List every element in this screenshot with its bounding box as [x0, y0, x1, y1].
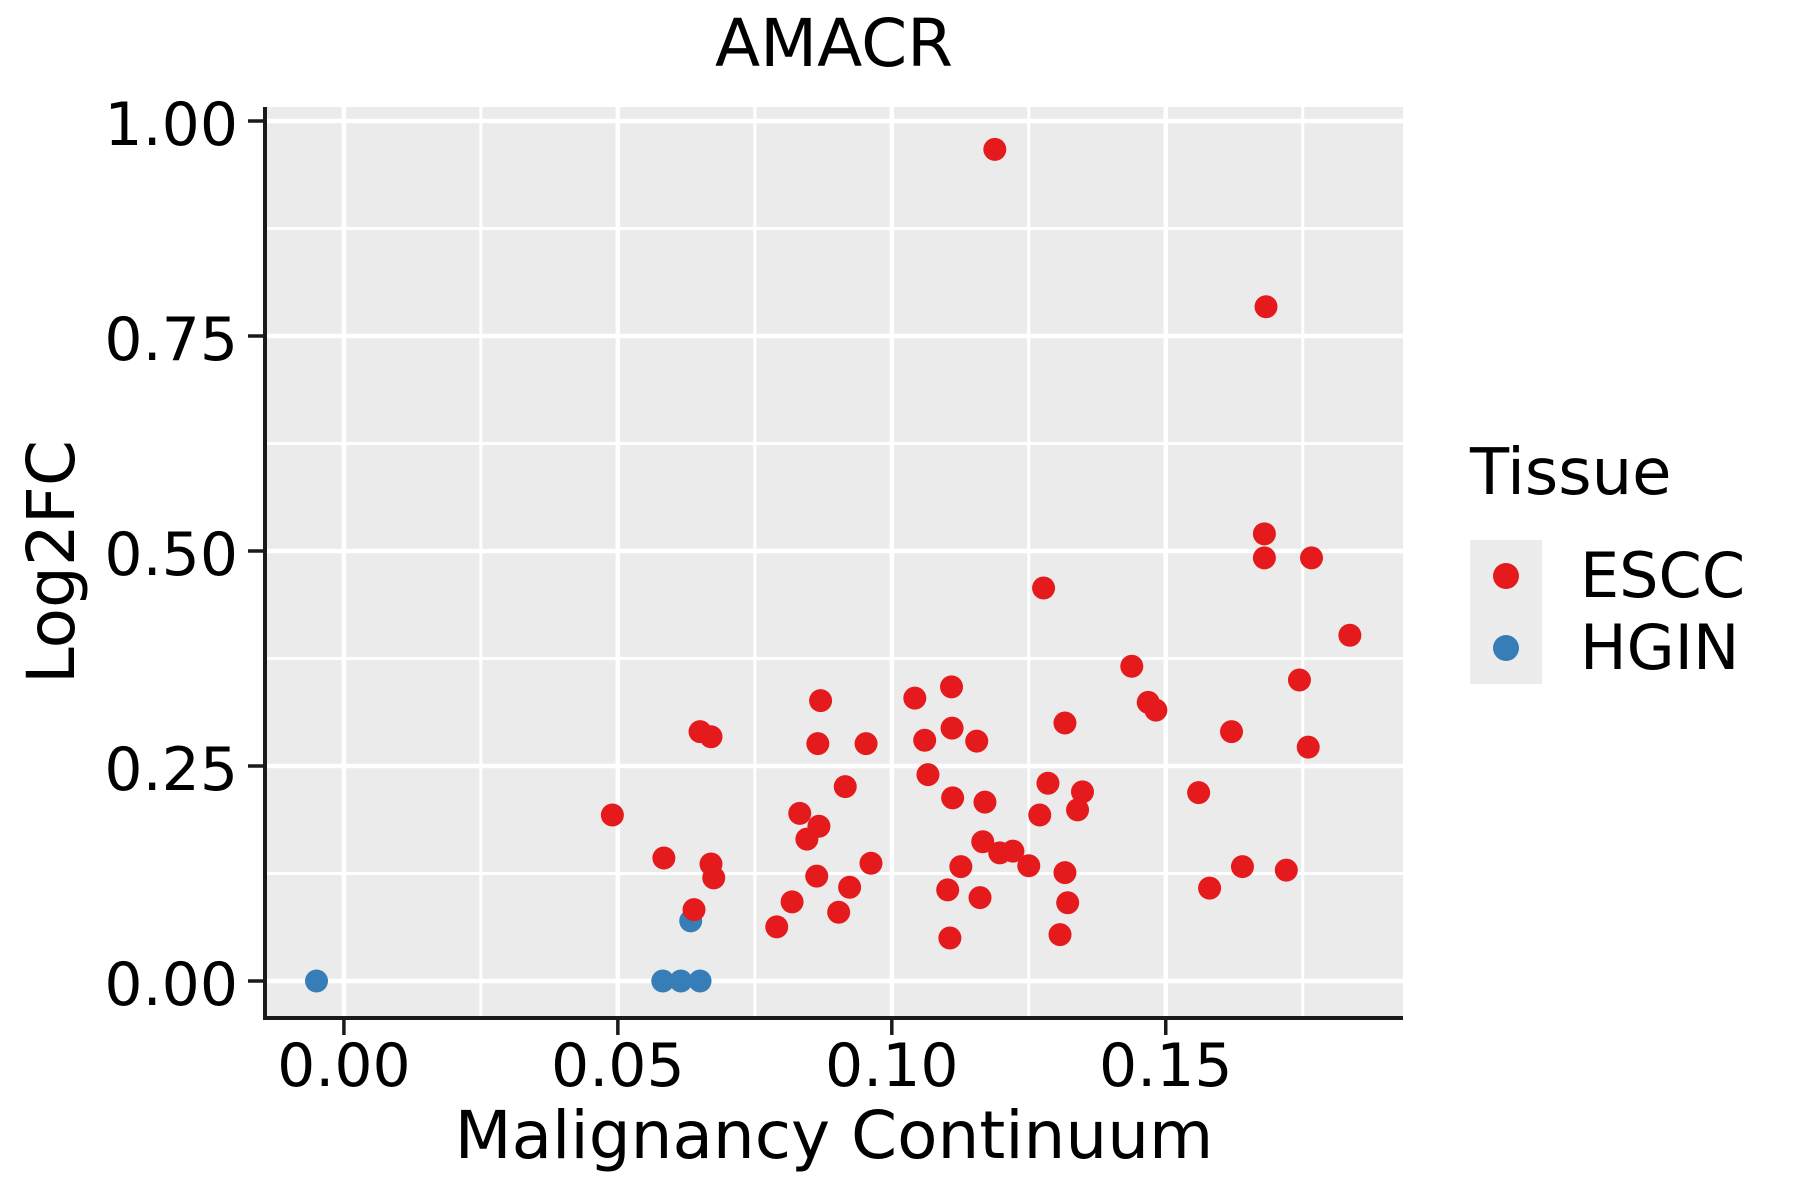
data-point-escc — [1252, 522, 1276, 546]
data-point-escc — [859, 851, 883, 875]
data-point-escc — [788, 801, 812, 825]
data-point-escc — [936, 878, 960, 902]
data-point-escc — [1274, 858, 1298, 882]
legend: Tissue ESCC HGIN — [1470, 441, 1745, 684]
data-point-escc — [795, 827, 819, 851]
y-axis-title: Log2FC — [13, 440, 90, 684]
data-point-escc — [780, 890, 804, 914]
data-point-escc — [806, 732, 830, 756]
data-point-escc — [600, 803, 624, 827]
x-tick-label: 0.05 — [551, 1031, 685, 1101]
hgin-dot-icon — [1493, 635, 1519, 661]
data-point-escc — [699, 725, 723, 749]
x-tick-label: 0.15 — [1098, 1031, 1233, 1101]
y-tick-label: 0.50 — [104, 520, 238, 591]
data-point-escc — [1001, 839, 1025, 863]
data-point-escc — [913, 728, 937, 752]
data-point-escc — [1198, 876, 1222, 900]
legend-keys: ESCC HGIN — [1470, 540, 1745, 684]
data-point-escc — [916, 763, 940, 787]
y-tick-label: 1.00 — [104, 90, 238, 161]
data-point-escc — [1017, 854, 1041, 878]
legend-item-escc: ESCC — [1470, 540, 1745, 612]
escc-dot-icon — [1493, 563, 1519, 589]
data-point-escc — [1252, 546, 1276, 570]
data-point-escc — [1053, 711, 1077, 735]
data-point-escc — [1120, 654, 1144, 678]
data-point-escc — [854, 732, 878, 756]
data-point-hgin — [305, 969, 329, 993]
data-point-escc — [1287, 668, 1311, 692]
data-point-escc — [1036, 771, 1060, 795]
data-point-escc — [1220, 720, 1244, 744]
data-point-escc — [949, 855, 973, 879]
data-point-escc — [903, 686, 927, 710]
legend-item-hgin: HGIN — [1470, 612, 1745, 684]
data-point-escc — [805, 864, 829, 888]
legend-key-box — [1470, 540, 1542, 612]
legend-label-hgin: HGIN — [1580, 611, 1740, 684]
data-point-escc — [1299, 546, 1323, 570]
data-point-escc — [833, 775, 857, 799]
data-point-escc — [1056, 891, 1080, 915]
legend-label-escc: ESCC — [1580, 539, 1746, 612]
data-point-escc — [1187, 781, 1211, 805]
data-point-escc — [938, 926, 962, 950]
legend-key-box — [1470, 612, 1542, 684]
data-point-escc — [1066, 798, 1090, 822]
y-tick-label: 0.25 — [104, 735, 238, 806]
data-point-escc — [1296, 735, 1320, 759]
data-point-escc — [965, 729, 989, 753]
y-tick-label: 0.75 — [104, 305, 238, 376]
legend-title: Tissue — [1470, 436, 1672, 510]
data-point-escc — [827, 900, 851, 924]
data-point-escc — [652, 846, 676, 870]
x-tick-label: 0.10 — [825, 1031, 959, 1101]
data-point-escc — [971, 830, 995, 854]
data-point-escc — [941, 786, 965, 810]
data-point-escc — [940, 675, 964, 699]
data-point-escc — [968, 886, 992, 910]
data-point-escc — [809, 689, 833, 713]
data-point-escc — [1028, 803, 1052, 827]
data-point-escc — [1254, 295, 1278, 319]
plot-panel — [265, 107, 1403, 1018]
data-point-escc — [838, 875, 862, 899]
data-point-escc — [1032, 576, 1056, 600]
x-axis-title: Malignancy Continuum — [454, 1097, 1214, 1174]
data-point-escc — [1338, 623, 1362, 647]
data-point-hgin — [651, 969, 675, 993]
data-point-hgin — [688, 969, 712, 993]
data-point-escc — [1048, 923, 1072, 947]
data-point-escc — [983, 137, 1007, 161]
data-point-escc — [973, 790, 997, 814]
x-tick-label: 0.00 — [277, 1031, 411, 1101]
data-point-escc — [702, 866, 726, 890]
data-point-escc — [682, 898, 706, 922]
data-point-escc — [1230, 855, 1254, 879]
data-point-escc — [1144, 698, 1168, 722]
data-point-escc — [940, 716, 964, 740]
plot-title: AMACR — [714, 5, 954, 82]
data-point-escc — [1053, 861, 1077, 885]
data-point-escc — [1070, 780, 1094, 804]
data-point-hgin — [669, 969, 693, 993]
data-point-escc — [765, 915, 789, 939]
y-tick-label: 0.00 — [104, 950, 238, 1021]
